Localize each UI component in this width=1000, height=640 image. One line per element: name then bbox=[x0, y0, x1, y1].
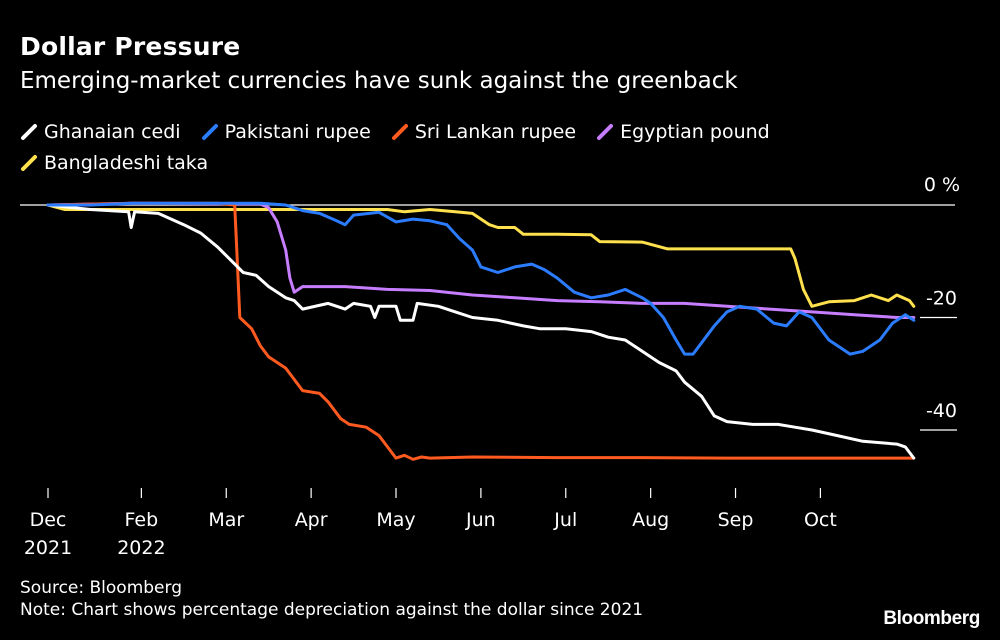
y-tick-label: -40 bbox=[926, 400, 957, 422]
footer: Source: Bloomberg Note: Chart shows perc… bbox=[20, 577, 643, 621]
legend: Ghanaian cedi Pakistani rupee Sri Lankan… bbox=[20, 118, 920, 180]
series-line-bangladeshi-taka bbox=[46, 203, 916, 308]
legend-item-lk-rupee: Sri Lankan rupee bbox=[391, 118, 576, 146]
chart-subtitle: Emerging-market currencies have sunk aga… bbox=[20, 68, 738, 94]
series-layer bbox=[46, 201, 916, 461]
bloomberg-logo: Bloomberg bbox=[883, 608, 980, 629]
x-tick-label: Mar bbox=[208, 509, 244, 531]
legend-slash-icon bbox=[391, 124, 408, 140]
legend-slash-icon bbox=[21, 124, 37, 140]
chart-note: Note: Chart shows percentage depreciatio… bbox=[20, 600, 644, 620]
x-tick-year: 2022 bbox=[117, 537, 165, 559]
x-tick-label: Oct bbox=[804, 509, 837, 531]
legend-item-cedi: Ghanaian cedi bbox=[20, 118, 181, 146]
x-tick-label: Apr bbox=[295, 509, 328, 531]
y-axis-layer: 0 % -20 -40 bbox=[924, 174, 960, 422]
x-tick-label: Dec bbox=[30, 509, 67, 531]
series-line-pakistani-rupee bbox=[46, 201, 916, 356]
source-note: Source: Bloomberg bbox=[20, 578, 182, 598]
legend-item-taka: Bangladeshi taka bbox=[20, 149, 208, 177]
legend-label-taka: Bangladeshi taka bbox=[44, 152, 209, 174]
legend-label-lk-rupee: Sri Lankan rupee bbox=[414, 121, 577, 143]
series-line-egyptian-pound bbox=[46, 201, 916, 319]
x-tick-label: Aug bbox=[632, 509, 669, 531]
legend-label-cedi: Ghanaian cedi bbox=[44, 121, 181, 143]
x-tick-label: Jul bbox=[553, 509, 577, 531]
legend-item-pk-rupee: Pakistani rupee bbox=[201, 118, 371, 146]
x-tick-label: Feb bbox=[125, 509, 159, 531]
y-tick-label: -20 bbox=[926, 288, 957, 310]
legend-slash-icon bbox=[21, 155, 37, 171]
x-tick-label: Sep bbox=[718, 509, 754, 531]
legend-item-eg-pound: Egyptian pound bbox=[596, 118, 770, 146]
x-tick-label: May bbox=[376, 509, 415, 531]
legend-slash-icon bbox=[597, 124, 614, 140]
series-line-ghanaian-cedi bbox=[46, 203, 916, 460]
legend-slash-icon bbox=[201, 124, 218, 140]
x-axis-layer: Dec 2021 Feb 2022 Mar Apr May Jun Jul Aug Sep Oct bbox=[24, 488, 837, 559]
series-line-sri-lankan-rupee bbox=[46, 201, 916, 461]
legend-label-eg-pound: Egyptian pound bbox=[620, 121, 770, 143]
y-tick-label: 0 % bbox=[924, 174, 960, 196]
grid-layer bbox=[20, 204, 957, 431]
x-tick-label: Jun bbox=[465, 509, 496, 531]
chart-title: Dollar Pressure bbox=[20, 32, 241, 61]
legend-label-pk-rupee: Pakistani rupee bbox=[224, 121, 371, 143]
x-tick-year: 2021 bbox=[24, 537, 72, 559]
